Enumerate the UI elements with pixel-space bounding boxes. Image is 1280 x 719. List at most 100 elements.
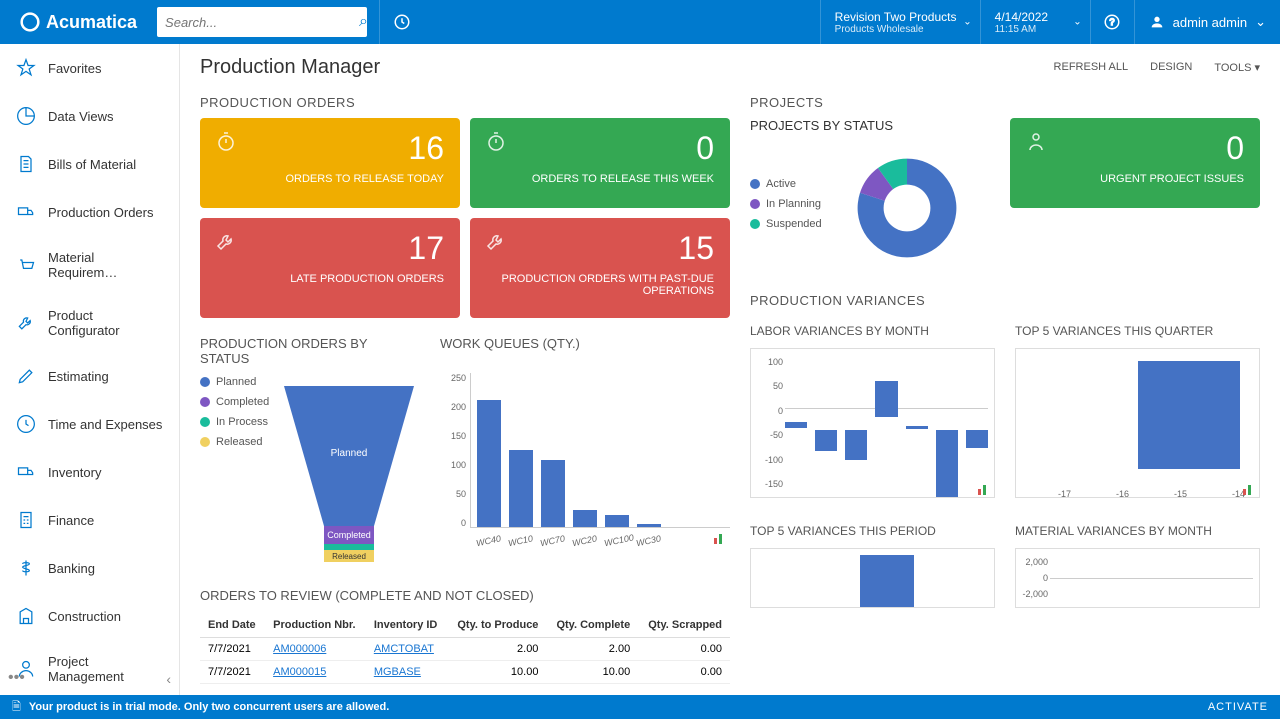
funnel-legend: PlannedCompletedIn ProcessReleased (200, 376, 269, 576)
wrench-icon (214, 230, 238, 259)
action-refresh-all[interactable]: REFRESH ALL (1054, 61, 1129, 74)
clock-icon (16, 414, 36, 434)
chart-title-top5p: TOP 5 VARIANCES THIS PERIOD (750, 524, 995, 538)
legend-item: Completed (200, 396, 269, 408)
cart-icon (16, 255, 36, 275)
bar (637, 524, 661, 527)
sidebar-item-material-requirem-[interactable]: Material Requirem… (0, 236, 179, 294)
main-content: Production Manager REFRESH ALLDESIGNTOOL… (180, 44, 1280, 695)
sidebar-item-data-views[interactable]: Data Views (0, 92, 179, 140)
user-name: admin admin (1173, 15, 1247, 30)
search-input[interactable] (157, 15, 351, 30)
chevron-down-icon: ⌄ (1073, 17, 1081, 28)
brand-text: Acumatica (46, 12, 137, 33)
sidebar-item-inventory[interactable]: Inventory (0, 448, 179, 496)
chart-title-funnel: PRODUCTION ORDERS BY STATUS (200, 336, 420, 366)
collapse-icon[interactable]: ‹ (166, 671, 171, 687)
sidebar-item-label: Construction (48, 609, 121, 624)
dollar-icon (16, 558, 36, 578)
date-selector[interactable]: 4/14/2022 11:15 AM ⌄ (980, 0, 1090, 44)
kpi-label: ORDERS TO RELEASE TODAY (216, 173, 444, 185)
kpi-card[interactable]: 17LATE PRODUCTION ORDERS (200, 218, 460, 318)
sidebar-item-project-management[interactable]: Project Management (0, 640, 179, 695)
labor-variances-chart: 100500-50-100-150 (750, 348, 995, 498)
kpi-urgent-issues[interactable]: 0 URGENT PROJECT ISSUES (1010, 118, 1260, 208)
link[interactable]: MGBASE (374, 666, 421, 678)
section-title-production-orders: PRODUCTION ORDERS (200, 95, 730, 110)
sidebar-item-estimating[interactable]: Estimating (0, 352, 179, 400)
sidebar-item-bills-of-material[interactable]: Bills of Material (0, 140, 179, 188)
history-icon[interactable] (379, 0, 423, 44)
action-tools-[interactable]: TOOLS ▾ (1214, 61, 1260, 74)
search-icon[interactable]: ⌕ (351, 13, 376, 31)
sidebar-item-finance[interactable]: Finance (0, 496, 179, 544)
svg-text:?: ? (1110, 17, 1115, 27)
table-header[interactable]: Qty. Complete (546, 613, 638, 638)
brand-icon (20, 12, 40, 32)
company-name: Revision Two Products (835, 10, 966, 24)
table-title-review: ORDERS TO REVIEW (COMPLETE AND NOT CLOSE… (200, 588, 730, 603)
chart-type-icon[interactable] (714, 532, 728, 544)
action-design[interactable]: DESIGN (1150, 61, 1192, 74)
chart-type-icon[interactable] (978, 483, 992, 495)
sidebar-item-product-configurator[interactable]: Product Configurator (0, 294, 179, 352)
brand-logo[interactable]: Acumatica (0, 12, 157, 33)
sidebar-item-banking[interactable]: Banking (0, 544, 179, 592)
footer: 🗎 Your product is in trial mode. Only tw… (0, 695, 1280, 719)
bar (509, 450, 533, 528)
link[interactable]: AM000006 (273, 643, 326, 655)
link[interactable]: AMCTOBAT (374, 643, 434, 655)
svg-text:Planned: Planned (331, 448, 368, 459)
chart-title-workqueues: WORK QUEUES (QTY.) (440, 336, 730, 351)
sidebar-item-favorites[interactable]: Favorites (0, 44, 179, 92)
legend-item: In Process (200, 416, 269, 428)
bar (906, 426, 928, 429)
kpi-card[interactable]: 0ORDERS TO RELEASE THIS WEEK (470, 118, 730, 208)
sidebar-item-label: Finance (48, 513, 94, 528)
table-header[interactable]: Production Nbr. (265, 613, 366, 638)
kpi-card[interactable]: 16 ORDERS TO RELEASE TODAY (200, 118, 460, 208)
building-icon (16, 606, 36, 626)
kpi-card[interactable]: 15PRODUCTION ORDERS WITH PAST-DUE OPERAT… (470, 218, 730, 318)
person-icon (1024, 130, 1048, 159)
sidebar-item-label: Time and Expenses (48, 417, 162, 432)
table-header[interactable]: End Date (200, 613, 265, 638)
section-title-projects: PROJECTS (750, 95, 1260, 110)
kpi-value: 16 (216, 130, 444, 167)
kpi-value: 17 (216, 230, 444, 267)
legend-item: In Planning (750, 198, 822, 210)
chart-type-icon[interactable] (1243, 483, 1257, 495)
company-selector[interactable]: Revision Two Products Products Wholesale… (820, 0, 980, 44)
activate-button[interactable]: ACTIVATE (1208, 701, 1268, 713)
table-row[interactable]: 7/7/2021AM000015MGBASE10.0010.000.00 (200, 661, 730, 684)
table-header[interactable]: Qty. to Produce (447, 613, 546, 638)
sidebar-item-construction[interactable]: Construction (0, 592, 179, 640)
sidebar-item-time-and-expenses[interactable]: Time and Expenses (0, 400, 179, 448)
legend-item: Released (200, 436, 269, 448)
bar (541, 460, 565, 527)
link[interactable]: AM000015 (273, 666, 326, 678)
search-box[interactable]: ⌕ (157, 7, 367, 37)
help-icon[interactable]: ? (1090, 0, 1134, 44)
chart-title-material-var: MATERIAL VARIANCES BY MONTH (1015, 524, 1260, 538)
donut-legend: ActiveIn PlanningSuspended (750, 178, 822, 238)
sidebar: FavoritesData ViewsBills of MaterialProd… (0, 44, 180, 695)
kpi-label: ORDERS TO RELEASE THIS WEEK (486, 173, 714, 185)
user-icon (1149, 14, 1165, 30)
chart-title-donut: PROJECTS BY STATUS (750, 118, 990, 133)
table-header[interactable]: Qty. Scrapped (638, 613, 730, 638)
svg-text:Released: Released (332, 552, 366, 561)
table-header[interactable]: Inventory ID (366, 613, 447, 638)
table-row[interactable]: 7/7/2021AM000006AMCTOBAT2.002.000.00 (200, 638, 730, 661)
bar (605, 515, 629, 527)
sidebar-item-production-orders[interactable]: Production Orders (0, 188, 179, 236)
legend-item: Suspended (750, 218, 822, 230)
kpi-label: PRODUCTION ORDERS WITH PAST-DUE OPERATIO… (486, 273, 714, 297)
chevron-down-icon: ⌄ (963, 17, 971, 28)
user-menu[interactable]: admin admin ⌄ (1134, 0, 1280, 44)
sidebar-item-label: Favorites (48, 61, 101, 76)
chart-title-top5q: TOP 5 VARIANCES THIS QUARTER (1015, 324, 1260, 338)
funnel-chart: Planned Completed Released (279, 376, 419, 576)
more-icon[interactable]: ••• (8, 669, 25, 687)
stopwatch-icon (214, 130, 238, 159)
